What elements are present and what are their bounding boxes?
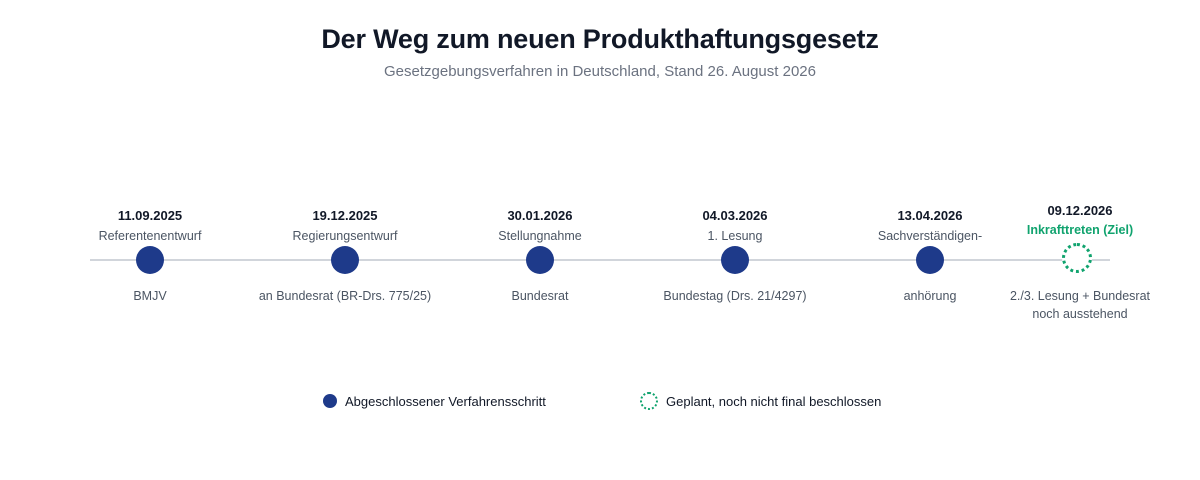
planned-dot-icon <box>640 392 658 410</box>
completed-step-marker <box>916 246 944 274</box>
step-label: 1. Lesung <box>707 229 763 243</box>
completed-step-marker <box>331 246 359 274</box>
step-date: 04.03.2026 <box>702 208 768 223</box>
step-label: Regierungsentwurf <box>292 229 398 243</box>
page-title: Der Weg zum neuen Produkthaftungsgesetz <box>321 24 879 54</box>
step-note-secondary: noch ausstehend <box>1032 307 1128 321</box>
timeline-step-stellungnahme: 30.01.2026 Stellungnahme Bundesrat <box>430 0 650 480</box>
step-label: Stellungnahme <box>498 229 582 243</box>
page-subtitle: Gesetzgebungsverfahren in Deutschland, S… <box>384 63 816 80</box>
legend: Abgeschlossener Verfahrensschritt Geplan… <box>0 391 1200 411</box>
legend-label-planned: Geplant, noch nicht final beschlossen <box>666 393 882 409</box>
planned-step-marker <box>1062 243 1092 273</box>
step-note: Bundestag (Drs. 21/4297) <box>663 289 807 303</box>
timeline-step-inkrafttreten: 09.12.2026 Inkrafttreten (Ziel) 2./3. Le… <box>970 0 1190 480</box>
completed-step-marker <box>721 246 749 274</box>
step-date: 09.12.2026 <box>1047 203 1113 218</box>
step-date: 13.04.2026 <box>897 208 963 223</box>
timeline-step-erste-lesung: 04.03.2026 1. Lesung Bundestag (Drs. 21/… <box>625 0 845 480</box>
timeline-step-referentenentwurf: 11.09.2025 Referentenentwurf BMJV <box>40 0 260 480</box>
step-label: Inkrafttreten (Ziel) <box>1026 223 1134 237</box>
timeline-step-regierungsentwurf: 19.12.2025 Regierungsentwurf an Bundesra… <box>235 0 455 480</box>
completed-step-marker <box>526 246 554 274</box>
step-note: Bundesrat <box>511 289 569 303</box>
completed-dot-icon <box>323 394 337 408</box>
timeline-line <box>90 259 1110 261</box>
step-date: 30.01.2026 <box>507 208 573 223</box>
legend-label-completed: Abgeschlossener Verfahrensschritt <box>345 393 546 409</box>
completed-step-marker <box>136 246 164 274</box>
legend-item-planned: Geplant, noch nicht final beschlossen <box>640 391 881 411</box>
step-date: 11.09.2025 <box>117 208 183 223</box>
step-label: Sachverständigen- <box>877 229 983 243</box>
step-note: an Bundesrat (BR-Drs. 775/25) <box>258 289 432 303</box>
timeline-step-anhoerung: 13.04.2026 Sachverständigen- anhörung <box>820 0 1040 480</box>
step-note: anhörung <box>903 289 957 303</box>
legend-item-completed: Abgeschlossener Verfahrensschritt <box>323 391 546 411</box>
step-date: 19.12.2025 <box>312 208 378 223</box>
step-label: Referentenentwurf <box>98 229 202 243</box>
step-note: 2./3. Lesung + Bundesrat <box>1009 289 1151 303</box>
step-note: BMJV <box>133 289 167 303</box>
